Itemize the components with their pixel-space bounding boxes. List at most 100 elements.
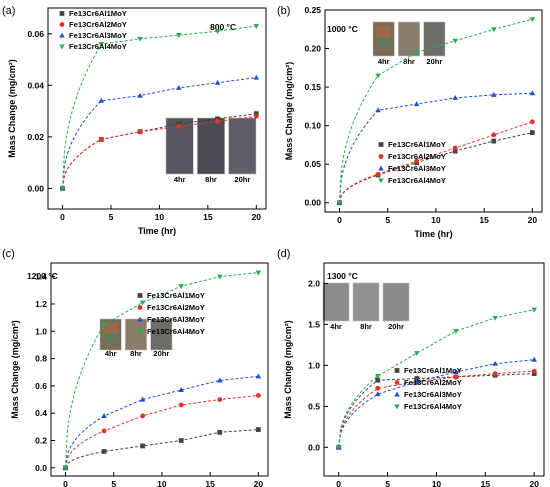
x-tick-label: 0	[63, 479, 68, 487]
data-point	[137, 92, 143, 98]
data-point	[491, 138, 497, 144]
data-point	[531, 356, 537, 362]
plot-frame	[324, 9, 543, 213]
legend-marker	[59, 44, 65, 50]
data-point	[335, 445, 342, 451]
data-point	[255, 393, 261, 398]
fit-curve-1	[62, 113, 257, 189]
data-point	[375, 374, 381, 379]
y-tick-label: 0.05	[304, 159, 321, 169]
legend-entry: Fe13Cr6Al4MoY	[388, 176, 446, 185]
inset-label-3: 20hr	[388, 322, 404, 331]
data-point	[176, 33, 182, 38]
data-point	[255, 427, 261, 432]
x-tick-label: 15	[203, 212, 213, 222]
panel-label: (c)	[2, 248, 15, 260]
inset-photos: 4hr 8hr 20hr	[165, 117, 257, 184]
legend-entry: Fe13Cr6Al4MoY	[69, 42, 127, 51]
legend-marker	[137, 316, 143, 322]
inset-label-1: 4hr	[378, 57, 390, 66]
x-tick-label: 5	[111, 479, 116, 487]
data-point	[529, 17, 536, 23]
plot-frame	[50, 262, 269, 477]
inset-label-1: 4hr	[330, 322, 342, 331]
legend-marker	[394, 368, 400, 373]
data-point	[375, 171, 381, 177]
sample-photo-tint	[378, 37, 390, 48]
inset-photos: 4hr 8hr 20hr	[372, 21, 446, 66]
legend-entry: Fe13Cr6Al1MoY	[404, 366, 462, 375]
legend-entry: Fe13Cr6Al1MoY	[69, 9, 127, 18]
legend-entry: Fe13Cr6Al3MoY	[388, 164, 446, 173]
sample-photo-tint	[105, 332, 117, 343]
x-axis-label: Time (hr)	[138, 226, 176, 236]
x-tick-label: 10	[157, 479, 167, 487]
data-point	[414, 158, 420, 164]
legend-marker	[394, 404, 400, 410]
data-point	[491, 132, 497, 138]
sample-photo-3	[150, 318, 173, 351]
data-point	[140, 443, 146, 449]
data-point	[59, 186, 66, 192]
legend-entry: Fe13Cr6Al3MoY	[404, 390, 462, 399]
x-axis-label: Time (hr)	[414, 229, 452, 239]
fit-curve-4	[64, 272, 259, 468]
series-3	[335, 356, 537, 450]
legend-marker	[59, 22, 65, 27]
plot-frame	[47, 7, 267, 210]
legend-marker	[394, 391, 400, 397]
y-tick-label: 1.0	[308, 360, 320, 370]
x-tick-label: 0	[337, 215, 342, 225]
inset-label-1: 4hr	[174, 175, 186, 184]
data-point	[217, 274, 223, 280]
inset-label-2: 8hr	[205, 175, 217, 184]
data-point	[178, 402, 184, 408]
y-tick-label: 1.4	[35, 272, 47, 282]
data-point	[101, 322, 107, 328]
x-tick-label: 10	[431, 215, 441, 225]
data-point	[217, 377, 223, 383]
data-point	[255, 373, 262, 379]
x-tick-label: 0	[60, 212, 65, 222]
y-tick-label: 0.5	[308, 401, 320, 411]
sample-photo-2	[197, 117, 225, 175]
legend-entry: Fe13Cr6Al3MoY	[69, 31, 127, 40]
y-axis-label: Mass Change (mg/cm²)	[10, 320, 20, 419]
data-point	[253, 113, 259, 119]
data-point	[531, 368, 537, 374]
data-point	[217, 429, 223, 435]
legend-entry: Fe13Cr6Al2MoY	[147, 303, 205, 312]
data-point	[452, 145, 458, 151]
sample-photo-3	[382, 282, 410, 322]
data-point	[413, 50, 420, 56]
data-point	[214, 79, 221, 85]
y-tick-label: 0.2	[35, 436, 47, 446]
legend-entry: Fe13Cr6Al1MoY	[388, 140, 446, 149]
data-point	[62, 465, 69, 471]
data-point	[98, 137, 104, 142]
legend: Fe13Cr6Al1MoY Fe13Cr6Al2MoY Fe13Cr6Al3MoY F…	[378, 140, 446, 185]
series-2	[337, 119, 535, 206]
x-tick-label: 15	[205, 479, 215, 487]
data-point	[375, 73, 381, 79]
inset-photos: 4hr 8hr 20hr	[322, 282, 410, 331]
fit-curve-3	[62, 77, 257, 189]
data-point	[101, 413, 107, 418]
data-point	[215, 118, 220, 124]
data-point	[453, 328, 459, 334]
data-point	[178, 284, 184, 290]
y-tick-label: 0.00	[304, 198, 321, 208]
data-point	[375, 377, 381, 383]
inset-label-2: 8hr	[130, 349, 142, 358]
series-4	[336, 17, 536, 206]
data-point	[452, 95, 458, 100]
x-tick-label: 20	[254, 479, 264, 487]
legend-marker	[59, 32, 65, 38]
data-point	[214, 29, 221, 35]
data-point	[531, 307, 537, 313]
inset-label-2: 8hr	[403, 57, 415, 66]
x-tick-label: 15	[481, 479, 491, 487]
inset-photos: 4hr 8hr 20hr	[99, 318, 173, 358]
data-point	[101, 428, 107, 434]
